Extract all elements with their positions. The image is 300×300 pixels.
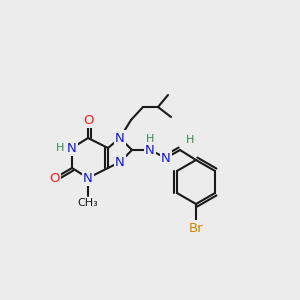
Text: N: N (115, 131, 125, 145)
Text: N: N (145, 143, 155, 157)
Text: H: H (56, 143, 64, 153)
Text: N: N (83, 172, 93, 184)
Text: N: N (67, 142, 77, 154)
Text: Br: Br (189, 221, 203, 235)
Text: O: O (50, 172, 60, 184)
Text: O: O (83, 113, 93, 127)
Text: N: N (161, 152, 171, 164)
Text: N: N (115, 155, 125, 169)
Text: CH₃: CH₃ (78, 198, 98, 208)
Text: H: H (146, 134, 154, 144)
Text: H: H (186, 135, 194, 145)
